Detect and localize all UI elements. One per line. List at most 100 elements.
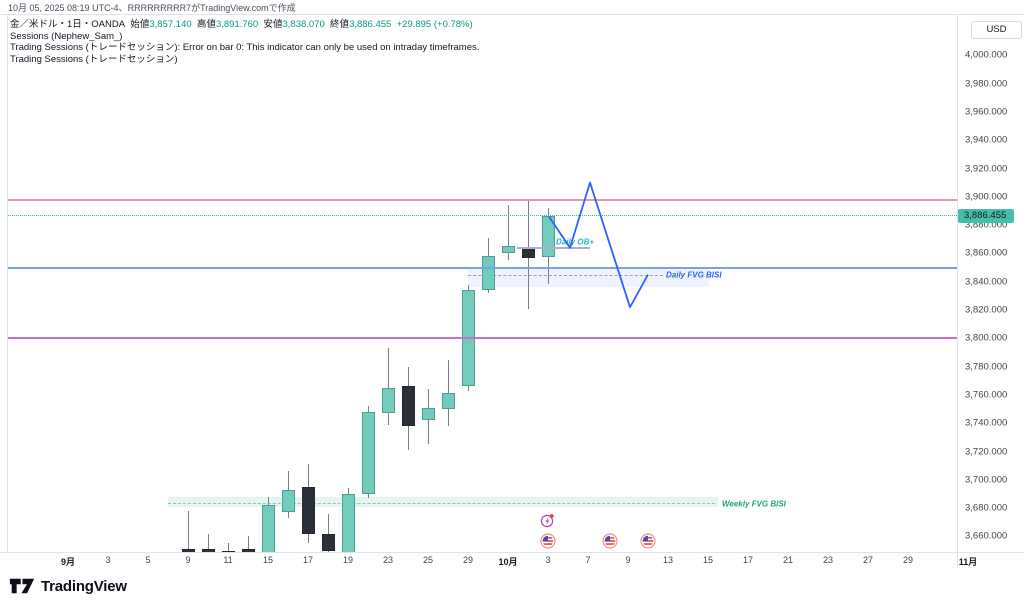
change-value: +29.895 (+0.78%) [396,19,473,30]
tradingview-logo-icon [9,578,35,594]
price-tick-label: 3,660.000 [965,530,1008,542]
candle-body [221,550,235,552]
level-line-3800[interactable] [7,337,957,340]
high-label: 高値 [196,19,216,30]
daily-ob-label[interactable]: Daily OB+ [556,237,595,247]
candle-body [301,486,315,534]
price-tick-label: 3,740.000 [965,417,1008,429]
price-axis[interactable]: 4,000.000 3,980.000 3,960.000 3,940.000 3,92… [957,14,1024,552]
price-axis-border [957,14,958,568]
candle-body [341,493,355,552]
time-tick-label: 17 [302,555,314,565]
candle-body [481,256,495,291]
open-label: 始値 [130,19,150,30]
price-tick-label: 3,860.000 [965,247,1008,259]
time-tick-label: 29 [902,555,914,565]
time-tick-label: 9 [625,555,631,565]
candle-wick [187,510,189,552]
current-price-axis-label: 3,886.455 [958,208,1014,223]
time-tick-label: 9 [185,555,191,565]
event-lightning-icon[interactable] [540,513,555,528]
level-line-3850[interactable] [7,266,957,269]
current-price-line [7,215,957,217]
price-tick-label: 3,800.000 [965,332,1008,344]
close-value: 3,886.455 [349,19,392,30]
time-tick-label: 21 [782,555,794,565]
top-separator [0,14,1024,15]
legend-indicator-error: Trading Sessions (トレードセッション): Error on b… [10,42,480,53]
time-tick-label: 25 [422,555,434,565]
high-value: 3,891.760 [215,19,259,30]
attribution-text: 10月 05, 2025 08:19 UTC-4、RRRRRRRRR7がTrad… [8,3,296,13]
candle-body [361,411,375,494]
candle-body [241,549,255,552]
time-tick-label: 7 [585,555,591,565]
candle-wick [507,205,509,261]
time-tick-label: 23 [382,555,394,565]
candle-body [381,387,395,414]
candle-body [281,489,295,513]
legend-symbol-row: 金／米ドル・1日・OANDA 始値3,857.140 高値3,891.760 安… [10,19,479,31]
price-tick-label: 3,720.000 [965,446,1008,457]
weekly-fvg-band-label[interactable]: Weekly FVG BISI [722,499,786,509]
weekly-fvg-band-midline [168,503,715,505]
time-tick-label: 23 [822,555,834,565]
price-tick-label: 3,980.000 [965,78,1008,90]
time-tick-label: 15 [262,555,274,565]
economic-event-us-flag-icon[interactable] [640,533,656,549]
time-tick-label: 9月 [60,557,76,567]
close-label: 終値 [330,19,350,30]
chart-pane[interactable]: Daily FVG BISI Weekly FVG BISI Daily OB+ [0,14,957,552]
daily-ob-line[interactable] [517,246,590,249]
time-tick-label: 11 [223,555,233,565]
candle-body [441,393,455,410]
price-tick-label: 3,820.000 [965,304,1008,316]
price-tick-label: 3,760.000 [965,389,1008,401]
time-tick-label: 15 [702,555,714,565]
daily-fvg-band-label[interactable]: Daily FVG BISI [666,270,722,280]
price-tick-label: 3,940.000 [965,134,1008,146]
time-axis-border [0,552,1024,553]
price-tick-label: 3,880.000 [965,219,1008,231]
chart-legend: 金／米ドル・1日・OANDA 始値3,857.140 高値3,891.760 安… [10,19,479,65]
candle-body [421,407,435,421]
candle-wick [387,348,389,425]
currency-unit-button[interactable]: USD [971,21,1022,39]
candle-wick [447,359,449,427]
time-tick-label: 17 [742,555,754,565]
time-tick-label: 10月 [498,557,518,567]
time-tick-label: 3 [545,555,551,565]
candle-wick [327,513,329,552]
candle-body [201,549,215,552]
time-tick-label: 5 [145,555,151,565]
low-label: 安値 [263,19,283,30]
candle-body [501,246,515,254]
candle-body [541,215,555,258]
daily-fvg-band-midline [468,274,663,276]
time-tick-label: 19 [342,555,354,565]
candle-body [181,549,195,552]
candle-body [261,505,275,552]
price-tick-label: 3,900.000 [965,191,1008,203]
candle-wick [227,543,229,552]
legend-indicator-sessions: Sessions (Nephew_Sam_) [10,30,123,42]
symbol-title: 金／米ドル・1日・OANDA [10,19,126,30]
legend-indicator-trading-sessions: Trading Sessions (トレードセッション) [10,53,178,65]
candle-wick [247,536,249,552]
weekly-fvg-band[interactable] [168,496,718,507]
price-tick-label: 4,000.000 [965,49,1008,61]
price-tick-label: 3,960.000 [965,106,1008,118]
open-value: 3,857.140 [149,19,192,30]
time-tick-label: 27 [862,555,874,565]
time-axis[interactable]: 9月 3 5 9 11 15 17 19 23 25 29 10月 3 7 9 13 15 17 21 23 27 29 1… [0,552,1024,568]
candle-body [401,386,415,427]
economic-event-us-flag-icon[interactable] [540,533,556,549]
price-tick-label: 3,840.000 [965,276,1008,288]
economic-event-us-flag-icon[interactable] [602,533,618,549]
time-tick-label: 13 [662,555,674,565]
time-tick-label: 29 [462,555,474,565]
level-line-3900[interactable] [7,198,957,201]
pane-left-border [7,14,8,552]
tradingview-logo[interactable]: TradingView [9,577,127,595]
